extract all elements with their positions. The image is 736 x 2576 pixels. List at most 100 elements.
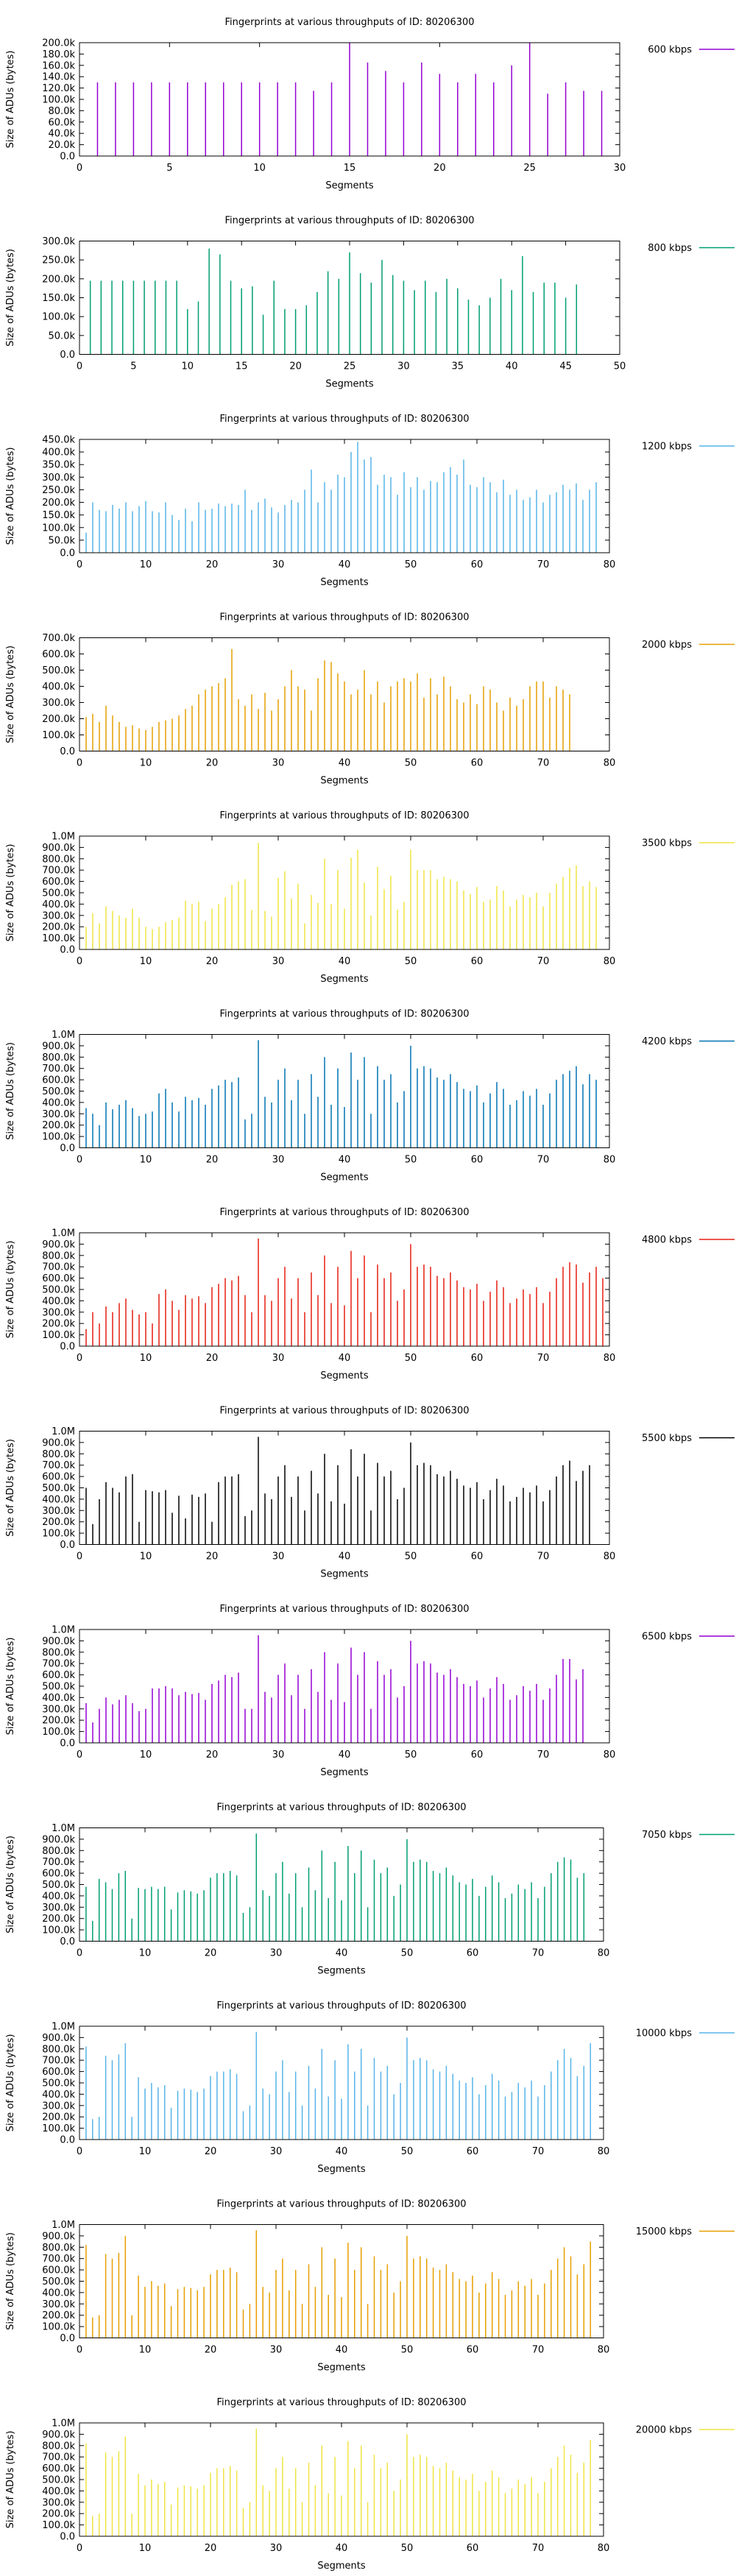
legend-label: 7050 kbps <box>642 1830 692 1841</box>
y-tick-label: 0.0 <box>60 1936 75 1947</box>
x-axis-label: Segments <box>317 1966 366 1977</box>
y-tick-label: 700.0k <box>42 2056 75 2067</box>
x-tick-label: 10 <box>140 1551 152 1563</box>
plot-frame <box>79 1431 610 1545</box>
x-tick-label: 30 <box>270 2345 283 2356</box>
x-tick-label: 20 <box>205 2543 217 2554</box>
y-tick-label: 800.0k <box>42 2441 75 2452</box>
plot-frame <box>79 1629 610 1744</box>
y-tick-label: 300.0k <box>42 1903 75 1914</box>
x-tick-label: 10 <box>253 163 266 174</box>
chart-panel-3: Fingerprints at various throughputs of I… <box>5 414 735 588</box>
y-tick-label: 300.0k <box>42 236 75 247</box>
y-tick-label: 700.0k <box>42 1064 75 1075</box>
x-tick-label: 30 <box>272 956 285 967</box>
y-tick-label: 400.0k <box>42 2090 75 2101</box>
y-tick-label: 300.0k <box>42 1704 75 1715</box>
x-tick-label: 60 <box>471 758 484 769</box>
y-tick-label: 0.0 <box>60 746 75 757</box>
x-axis-label: Segments <box>325 180 374 191</box>
y-tick-label: 1.0M <box>52 832 75 843</box>
y-tick-label: 150.0k <box>42 510 75 521</box>
x-tick-label: 50 <box>405 1749 417 1761</box>
x-tick-label: 20 <box>206 1749 219 1761</box>
x-tick-label: 20 <box>205 1948 217 1959</box>
y-tick-label: 500.0k <box>42 1285 75 1296</box>
x-tick-label: 50 <box>401 2146 414 2157</box>
y-tick-label: 100.0k <box>42 2123 75 2134</box>
x-tick-label: 45 <box>559 361 572 372</box>
y-tick-label: 700.0k <box>42 2452 75 2463</box>
x-tick-label: 80 <box>598 2543 610 2554</box>
x-tick-label: 20 <box>205 2146 217 2157</box>
x-tick-label: 70 <box>537 1749 550 1761</box>
y-tick-label: 600.0k <box>42 877 75 888</box>
x-tick-label: 50 <box>405 1353 417 1364</box>
x-axis-label: Segments <box>317 2164 366 2175</box>
x-tick-label: 80 <box>604 559 616 570</box>
y-tick-label: 1.0M <box>52 1228 75 1239</box>
y-tick-label: 700.0k <box>42 633 75 644</box>
y-tick-label: 900.0k <box>42 2430 75 2441</box>
x-tick-label: 50 <box>405 956 417 967</box>
x-tick-label: 20 <box>289 361 302 372</box>
y-tick-label: 900.0k <box>42 1834 75 1845</box>
x-tick-label: 40 <box>336 2146 348 2157</box>
x-tick-label: 60 <box>467 2345 479 2356</box>
y-axis-label: Size of ADUs (bytes) <box>5 51 16 149</box>
y-tick-label: 200.0k <box>42 922 75 933</box>
x-tick-label: 0 <box>77 2345 82 2356</box>
y-tick-label: 700.0k <box>42 1262 75 1273</box>
y-tick-label: 100.0k <box>42 1925 75 1936</box>
y-tick-label: 300.0k <box>42 1109 75 1120</box>
y-tick-label: 500.0k <box>42 2475 75 2486</box>
y-axis-label: Size of ADUs (bytes) <box>5 1241 16 1339</box>
y-tick-label: 100.0k <box>42 2520 75 2531</box>
x-axis-label: Segments <box>325 379 374 390</box>
x-tick-label: 70 <box>532 2543 545 2554</box>
y-tick-label: 100.0k <box>42 523 75 534</box>
y-tick-label: 0.0 <box>60 548 75 559</box>
y-tick-label: 300.0k <box>42 1506 75 1517</box>
y-tick-label: 900.0k <box>42 843 75 854</box>
x-tick-label: 50 <box>614 361 626 372</box>
y-tick-label: 0.0 <box>60 2532 75 2543</box>
x-tick-label: 15 <box>344 163 356 174</box>
x-tick-label: 10 <box>140 758 152 769</box>
legend-label: 4200 kbps <box>642 1036 692 1047</box>
y-axis-label: Size of ADUs (bytes) <box>5 1439 16 1537</box>
y-tick-label: 200.0k <box>42 1517 75 1528</box>
y-tick-label: 300.0k <box>42 473 75 484</box>
y-tick-label: 0.0 <box>60 2333 75 2344</box>
y-axis-label: Size of ADUs (bytes) <box>5 1836 16 1933</box>
x-tick-label: 80 <box>598 1948 610 1959</box>
y-tick-label: 600.0k <box>42 1273 75 1284</box>
chart-title: Fingerprints at various throughputs of I… <box>216 1802 466 1814</box>
y-tick-label: 200.0k <box>42 2509 75 2520</box>
plot-frame <box>79 637 610 751</box>
x-tick-label: 5 <box>166 163 172 174</box>
plot-frame <box>79 1827 604 1942</box>
y-tick-label: 600.0k <box>42 649 75 660</box>
y-tick-label: 700.0k <box>42 1857 75 1868</box>
y-tick-label: 160.0k <box>42 60 75 71</box>
y-tick-label: 0.0 <box>60 945 75 956</box>
x-tick-label: 10 <box>140 1155 152 1166</box>
legend-label: 600 kbps <box>648 45 692 56</box>
y-tick-label: 40.0k <box>49 129 76 140</box>
y-tick-label: 200.0k <box>42 2112 75 2123</box>
chart-panel-1: Fingerprints at various throughputs of I… <box>5 17 735 191</box>
x-tick-label: 10 <box>139 1948 152 1959</box>
chart-title: Fingerprints at various throughputs of I… <box>219 612 469 623</box>
y-tick-label: 200.0k <box>42 1319 75 1330</box>
plot-frame <box>79 42 620 157</box>
chart-title: Fingerprints at various throughputs of I… <box>216 2199 466 2210</box>
y-tick-label: 900.0k <box>42 1437 75 1448</box>
x-tick-label: 80 <box>604 1749 616 1761</box>
y-tick-label: 600.0k <box>42 2067 75 2078</box>
x-tick-label: 0 <box>77 1948 82 1959</box>
y-tick-label: 250.0k <box>42 485 75 496</box>
x-tick-label: 40 <box>339 956 351 967</box>
y-tick-label: 900.0k <box>42 1636 75 1647</box>
